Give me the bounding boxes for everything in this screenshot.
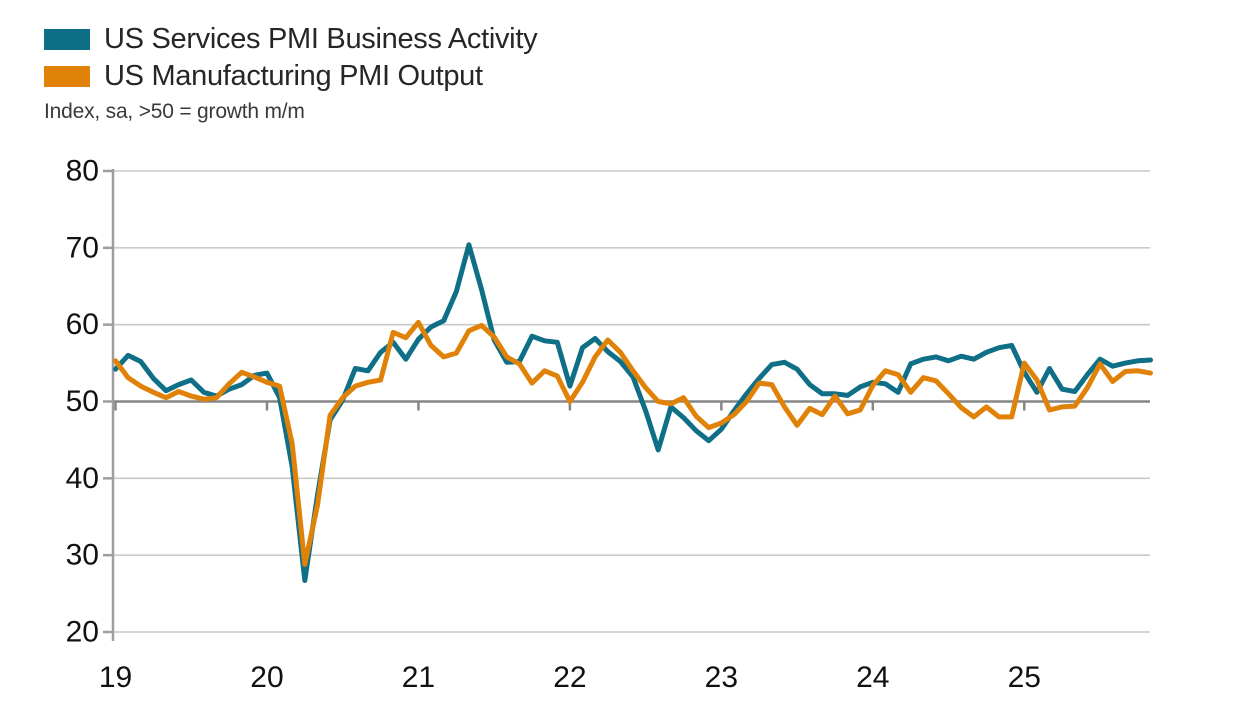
y-axis-label: 50 [66, 385, 99, 418]
manufacturing-swatch-icon [44, 66, 90, 87]
x-axis-label: 19 [99, 661, 132, 694]
services-line [113, 242, 1153, 583]
y-axis-label: 40 [66, 462, 99, 495]
legend-label-services: US Services PMI Business Activity [104, 23, 538, 55]
y-axis-label: 30 [66, 539, 99, 572]
y-axis-label: 80 [66, 155, 99, 188]
manufacturing-line [113, 319, 1153, 567]
chart-subtitle: Index, sa, >50 = growth m/m [44, 100, 305, 123]
legend-item-services: US Services PMI Business Activity [44, 21, 538, 58]
x-axis-label: 24 [856, 661, 889, 694]
x-axis-label: 21 [402, 661, 435, 694]
legend-item-manufacturing: US Manufacturing PMI Output [44, 58, 537, 95]
y-axis-label: 70 [66, 231, 99, 264]
y-axis-label: 20 [66, 616, 99, 649]
x-axis-label: 23 [705, 661, 738, 694]
legend: US Services PMI Business Activity US Man… [44, 21, 538, 124]
y-axis-label: 60 [66, 308, 99, 341]
x-axis-label: 22 [553, 661, 586, 694]
x-axis-label: 20 [250, 661, 283, 694]
x-axis-label: 25 [1008, 661, 1041, 694]
legend-label-manufacturing: US Manufacturing PMI Output [104, 60, 483, 92]
services-swatch-icon [44, 29, 90, 50]
